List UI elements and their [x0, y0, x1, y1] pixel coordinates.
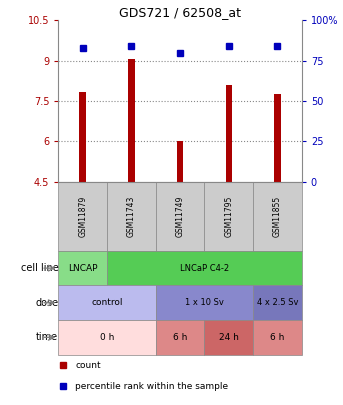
Bar — [156, 182, 204, 251]
Bar — [80, 92, 86, 182]
Bar — [156, 286, 253, 320]
Text: cell line: cell line — [21, 263, 58, 273]
Bar — [253, 320, 302, 355]
Bar — [274, 94, 281, 182]
Text: LNCaP C4-2: LNCaP C4-2 — [180, 264, 229, 273]
Bar — [204, 320, 253, 355]
Text: GSM11743: GSM11743 — [127, 196, 136, 237]
Title: GDS721 / 62508_at: GDS721 / 62508_at — [119, 6, 241, 19]
Bar — [107, 251, 302, 286]
Text: control: control — [91, 298, 123, 307]
Text: GSM11855: GSM11855 — [273, 196, 282, 237]
Bar — [156, 320, 204, 355]
Text: 6 h: 6 h — [270, 333, 285, 342]
Bar — [58, 251, 107, 286]
Text: 6 h: 6 h — [173, 333, 187, 342]
Bar — [226, 85, 232, 182]
Bar — [107, 182, 156, 251]
Text: LNCAP: LNCAP — [68, 264, 97, 273]
Text: 4 x 2.5 Sv: 4 x 2.5 Sv — [257, 298, 298, 307]
Text: percentile rank within the sample: percentile rank within the sample — [75, 382, 228, 391]
Text: time: time — [36, 333, 58, 342]
Text: dose: dose — [35, 298, 58, 308]
Bar — [58, 320, 156, 355]
Text: 24 h: 24 h — [219, 333, 239, 342]
Text: count: count — [75, 361, 101, 370]
Bar — [128, 59, 134, 182]
Text: 1 x 10 Sv: 1 x 10 Sv — [185, 298, 224, 307]
Bar — [253, 286, 302, 320]
Text: GSM11749: GSM11749 — [176, 196, 185, 237]
Bar — [177, 141, 183, 182]
Text: GSM11795: GSM11795 — [224, 196, 233, 237]
Text: GSM11879: GSM11879 — [78, 196, 87, 237]
Bar — [253, 182, 302, 251]
Bar — [58, 286, 156, 320]
Bar — [204, 182, 253, 251]
Bar — [58, 182, 107, 251]
Text: 0 h: 0 h — [100, 333, 114, 342]
